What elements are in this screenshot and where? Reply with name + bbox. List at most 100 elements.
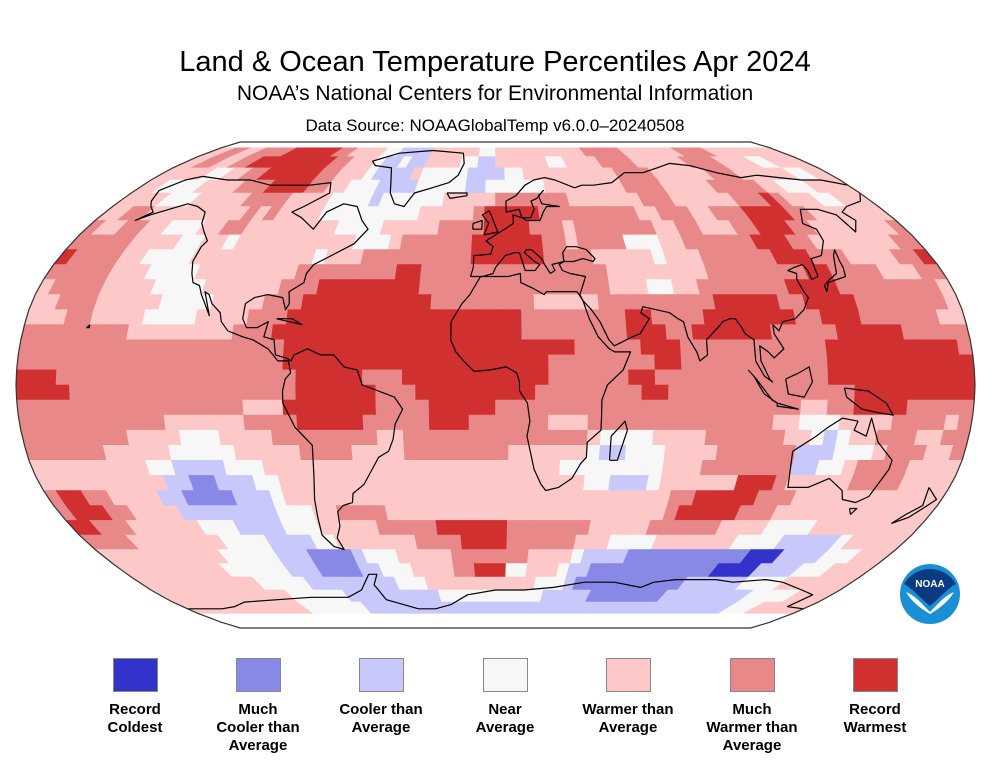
coastline <box>450 272 632 492</box>
grid-cell <box>653 414 669 431</box>
grid-cell <box>561 399 576 416</box>
grid-cell <box>934 369 949 386</box>
grid-cell <box>336 324 352 341</box>
coastline <box>86 324 91 329</box>
grid-cell <box>839 354 855 371</box>
grid-cell <box>483 520 496 536</box>
grid-cell <box>880 384 896 401</box>
grid-cell <box>495 264 509 280</box>
grid-cell <box>215 354 231 371</box>
grid-cell <box>16 354 32 371</box>
grid-cell <box>402 339 417 356</box>
grid-cell <box>568 490 584 506</box>
grid-cell <box>534 354 550 371</box>
grid-cell <box>508 309 523 326</box>
grid-cell <box>55 384 71 401</box>
grid-cell <box>335 399 351 416</box>
grid-cell <box>772 414 788 431</box>
world-map <box>15 141 976 629</box>
grid-cell <box>362 339 378 356</box>
grid-cell <box>515 192 528 207</box>
grid-cell <box>534 324 549 341</box>
grid-cell <box>455 444 470 461</box>
grid-cell <box>574 354 589 371</box>
grid-cell <box>534 309 549 326</box>
grid-cell <box>515 563 528 578</box>
grid-cell <box>468 384 483 401</box>
grid-cell <box>481 414 496 431</box>
grid-cell <box>486 156 496 169</box>
grid-cell <box>920 369 936 386</box>
grid-cell <box>163 339 180 356</box>
grid-cell <box>405 279 421 295</box>
grid-cell <box>745 414 762 431</box>
grid-cell <box>932 354 949 371</box>
grid-cell <box>110 414 127 431</box>
grid-cell <box>122 369 137 386</box>
grid-cell <box>325 444 341 461</box>
legend-item: Record Warmest <box>800 658 950 737</box>
grid-cell <box>689 309 706 326</box>
grid-cell <box>654 399 669 416</box>
grid-cell <box>442 324 457 341</box>
grid-cell <box>432 264 447 280</box>
grid-cell <box>666 414 682 431</box>
grid-cell <box>270 324 287 341</box>
grid-cell <box>455 339 470 356</box>
grid-cell <box>175 354 191 371</box>
coastline <box>276 318 303 326</box>
grid-cell <box>149 354 165 371</box>
grid-cell <box>520 279 535 295</box>
grid-cell <box>495 294 509 311</box>
grid-cell <box>460 534 474 550</box>
grid-cell <box>601 354 616 371</box>
grid-cell <box>614 384 630 401</box>
grid-cell <box>506 234 520 250</box>
legend-label-line: Cooler than <box>216 719 300 736</box>
grid-cell <box>378 459 394 476</box>
grid-cell <box>507 279 522 295</box>
grid-cell <box>242 399 258 416</box>
grid-cell <box>136 399 152 416</box>
grid-cell <box>452 192 466 207</box>
grid-cell <box>203 339 219 356</box>
grid-cell <box>215 399 231 416</box>
grid-cell <box>470 249 484 265</box>
grid-cell <box>148 369 164 386</box>
grid-cell <box>484 549 496 564</box>
grid-cell <box>610 294 626 311</box>
grid-cell <box>435 520 450 536</box>
coastline <box>785 366 813 398</box>
grid-cell <box>242 369 257 386</box>
grid-cell <box>338 444 354 461</box>
grid-cell <box>668 369 683 386</box>
grid-cell <box>867 369 883 386</box>
grid-cell <box>707 384 723 401</box>
grid-cell <box>407 264 423 280</box>
grid-cell <box>203 414 219 431</box>
grid-cell <box>456 279 471 295</box>
grid-cell <box>416 429 431 446</box>
grid-cell <box>228 369 244 386</box>
grid-cell <box>478 147 489 157</box>
grid-cell <box>507 249 521 265</box>
grid-cell <box>534 429 549 446</box>
grid-cell <box>429 324 444 341</box>
grid-cell <box>785 414 801 431</box>
grid-cell <box>546 444 562 461</box>
grid-cell <box>415 414 430 431</box>
grid-cell <box>459 234 473 250</box>
grid-cell <box>495 475 509 491</box>
grid-cell <box>482 279 496 295</box>
grid-cell <box>521 369 536 386</box>
grid-cell <box>135 369 151 386</box>
grid-cell <box>495 309 509 326</box>
grid-cell <box>270 429 287 446</box>
grid-cell <box>415 354 430 371</box>
grid-cell <box>444 264 460 280</box>
grid-cell <box>484 192 496 207</box>
noaa-logo-text: NOAA <box>915 579 944 590</box>
grid-cell <box>627 354 643 371</box>
grid-cell <box>457 490 472 506</box>
grid-cell <box>625 429 641 446</box>
